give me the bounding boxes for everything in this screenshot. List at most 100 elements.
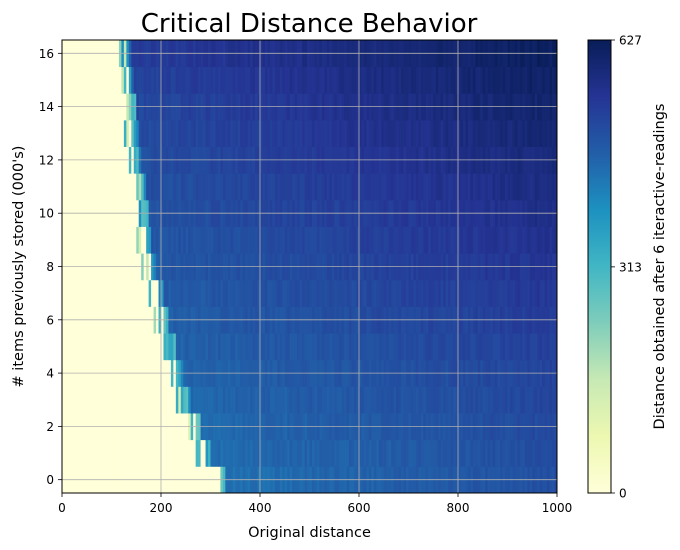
heatmap-cell xyxy=(161,226,164,254)
heatmap-cell xyxy=(334,439,338,467)
heatmap-cell xyxy=(438,439,442,467)
heatmap-cell xyxy=(158,439,162,467)
heatmap-cell xyxy=(346,333,350,361)
heatmap-cell xyxy=(116,226,120,254)
heatmap-cell xyxy=(133,333,137,361)
heatmap-cell xyxy=(465,333,469,361)
heatmap-cell xyxy=(203,66,206,94)
heatmap-cell xyxy=(267,173,271,201)
heatmap-cell xyxy=(329,439,333,467)
heatmap-cell xyxy=(297,439,300,467)
heatmap-cell xyxy=(109,279,112,307)
heatmap-cell xyxy=(227,226,231,254)
heatmap-cell xyxy=(482,66,486,94)
heatmap-cell xyxy=(356,279,360,307)
heatmap-cell xyxy=(294,173,298,201)
heatmap-cell xyxy=(126,333,130,361)
heatmap-cell xyxy=(359,386,362,414)
heatmap-cell xyxy=(544,333,548,361)
heatmap-cell xyxy=(373,173,377,201)
heatmap-cell xyxy=(220,226,224,254)
heatmap-cell xyxy=(133,119,137,147)
y-tick-label: 6 xyxy=(46,313,54,327)
grid xyxy=(62,40,557,493)
heatmap-cell xyxy=(252,386,256,414)
heatmap-cell xyxy=(373,386,377,414)
heatmap-cell xyxy=(161,119,164,147)
heatmap-cell xyxy=(366,279,370,307)
heatmap-cell xyxy=(101,439,105,467)
heatmap-cell xyxy=(373,439,377,467)
heatmap-cell xyxy=(99,66,102,94)
heatmap-cell xyxy=(359,333,362,361)
heatmap-cell xyxy=(472,66,476,94)
heatmap-cell xyxy=(198,226,201,254)
heatmap-cell xyxy=(146,439,150,467)
heatmap-cell xyxy=(316,386,320,414)
heatmap-cell xyxy=(116,386,120,414)
heatmap-cell xyxy=(274,66,278,94)
heatmap-cell xyxy=(230,279,234,307)
heatmap-cell xyxy=(423,119,427,147)
heatmap-cell xyxy=(138,333,142,361)
heatmap-cell xyxy=(542,119,546,147)
heatmap-cell xyxy=(534,226,538,254)
heatmap-cell xyxy=(121,119,125,147)
heatmap-cell xyxy=(242,119,246,147)
chart-title: Critical Distance Behavior xyxy=(141,9,478,39)
heatmap-cell xyxy=(467,386,471,414)
heatmap-cell xyxy=(304,226,308,254)
heatmap-cell xyxy=(480,173,484,201)
heatmap-cell xyxy=(272,66,276,94)
heatmap-cell xyxy=(96,333,100,361)
heatmap-cell xyxy=(418,333,422,361)
heatmap-cell xyxy=(458,226,461,254)
heatmap-cell xyxy=(161,279,164,307)
heatmap-cell xyxy=(200,386,204,414)
heatmap-cell xyxy=(529,333,533,361)
heatmap-cell xyxy=(433,173,437,201)
heatmap-cell xyxy=(507,173,511,201)
heatmap-cell xyxy=(151,173,154,201)
heatmap-cell xyxy=(537,333,541,361)
heatmap-cell xyxy=(304,119,308,147)
heatmap-cell xyxy=(230,119,234,147)
heatmap-cell xyxy=(408,439,412,467)
heatmap-cell xyxy=(113,226,117,254)
heatmap-cell xyxy=(354,333,357,361)
heatmap-cell xyxy=(403,333,407,361)
heatmap-cell xyxy=(485,66,489,94)
heatmap-cell xyxy=(378,226,382,254)
heatmap-cell xyxy=(391,439,395,467)
heatmap-cell xyxy=(146,386,150,414)
heatmap-cell xyxy=(368,439,372,467)
heatmap-cell xyxy=(76,226,80,254)
heatmap-cell xyxy=(302,226,305,254)
heatmap-cell xyxy=(475,66,479,94)
heatmap-cell xyxy=(190,439,194,467)
heatmap-cell xyxy=(505,439,508,467)
heatmap-cell xyxy=(549,66,553,94)
heatmap-cell xyxy=(507,66,511,94)
heatmap-cell xyxy=(168,439,172,467)
heatmap-cell xyxy=(425,279,429,307)
heatmap-cell xyxy=(519,439,523,467)
heatmap-cell xyxy=(126,439,130,467)
heatmap-cell xyxy=(240,66,244,94)
heatmap-cell xyxy=(123,226,127,254)
heatmap-cell xyxy=(264,279,268,307)
heatmap-cell xyxy=(482,386,486,414)
heatmap-cell xyxy=(138,66,142,94)
heatmap-cell xyxy=(299,119,303,147)
heatmap-cell xyxy=(450,119,454,147)
heatmap-cell xyxy=(487,333,491,361)
heatmap-cell xyxy=(485,119,489,147)
heatmap-cell xyxy=(524,173,528,201)
heatmap-cell xyxy=(178,226,182,254)
heatmap-cell xyxy=(529,173,533,201)
heatmap-cell xyxy=(445,226,449,254)
heatmap-cell xyxy=(334,333,338,361)
heatmap-cell xyxy=(151,226,154,254)
heatmap-cell xyxy=(136,279,140,307)
